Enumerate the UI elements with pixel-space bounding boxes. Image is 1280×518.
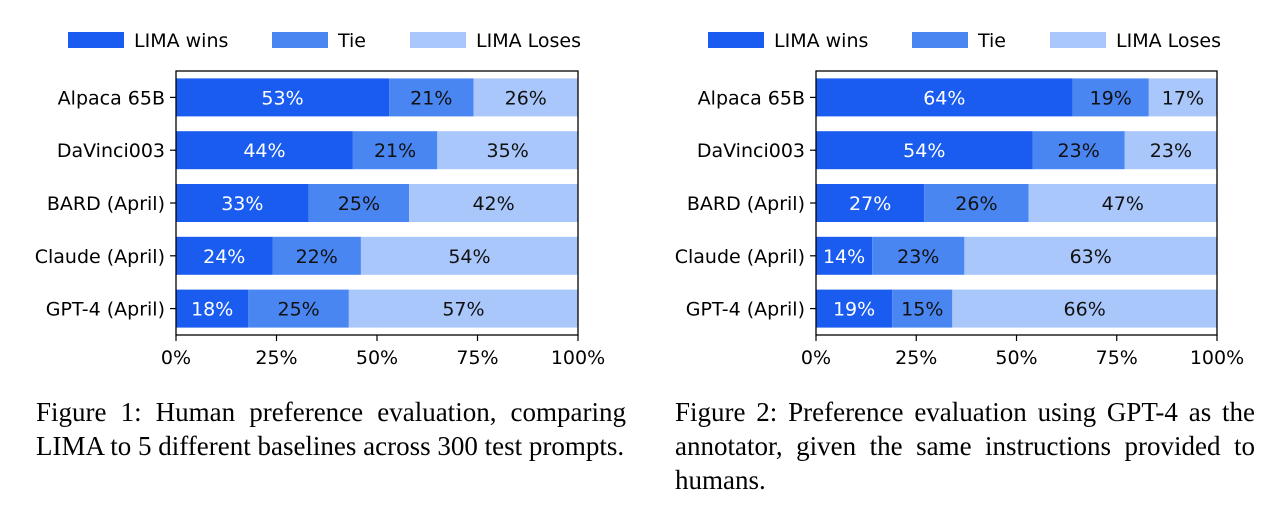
y-tick-label: BARD (April): [47, 193, 165, 215]
bar-label-loses-2: 42%: [472, 193, 514, 215]
x-tick-label: 25%: [255, 347, 297, 369]
y-tick-label: Claude (April): [35, 246, 165, 268]
x-tick-label: 75%: [1096, 347, 1138, 369]
bar-wins-3: [816, 236, 873, 275]
y-tick-label: Alpaca 65B: [698, 87, 805, 109]
bar-label-loses-1: 23%: [1150, 140, 1192, 162]
bar-wins-1: [176, 131, 353, 170]
bar-label-wins-1: 44%: [243, 140, 285, 162]
bar-label-tie-1: 23%: [1058, 140, 1100, 162]
bar-loses-4: [952, 289, 1217, 328]
bar-label-wins-3: 24%: [203, 246, 245, 268]
x-tick-label: 50%: [995, 347, 1037, 369]
bar-loses-0: [473, 78, 578, 117]
bar-tie-0: [389, 78, 474, 117]
x-tick-label: 75%: [456, 347, 498, 369]
legend-label-tie: Tie: [337, 30, 366, 52]
legend-swatch-loses: [410, 32, 466, 48]
bar-wins-4: [816, 289, 893, 328]
bar-tie-4: [248, 289, 349, 328]
bar-wins-1: [816, 131, 1033, 170]
bar-label-loses-3: 63%: [1070, 246, 1112, 268]
bar-label-loses-1: 35%: [487, 140, 529, 162]
bar-tie-1: [352, 131, 438, 170]
bar-label-loses-3: 54%: [448, 246, 490, 268]
y-tick-label: Alpaca 65B: [58, 87, 165, 109]
bar-label-tie-2: 25%: [338, 193, 380, 215]
bar-wins-2: [816, 184, 925, 222]
figure-2-caption: Figure 2: Preference evaluation using GP…: [675, 397, 1255, 495]
bar-wins-0: [816, 78, 1073, 117]
bar-wins-2: [176, 184, 309, 222]
legend-label-wins: LIMA wins: [774, 30, 868, 52]
charts-canvas: LIMA wins Tie LIMA Loses 53% 21% 26% Alpaca 65…: [35, 30, 1244, 369]
bar-loses-3: [964, 236, 1217, 275]
bar-label-tie-3: 23%: [897, 246, 939, 268]
bar-label-wins-4: 18%: [191, 299, 233, 321]
legend-label-loses: LIMA Loses: [476, 30, 581, 52]
y-tick-label: GPT-4 (April): [686, 299, 805, 321]
bar-tie-2: [308, 184, 410, 222]
bar-label-wins-0: 64%: [923, 87, 965, 109]
x-tick-label: 0%: [161, 347, 191, 369]
bar-loses-0: [1148, 78, 1217, 117]
y-tick-label: DaVinci003: [57, 140, 165, 162]
bar-tie-2: [924, 184, 1029, 222]
bar-label-tie-0: 19%: [1090, 87, 1132, 109]
bar-label-loses-0: 17%: [1162, 87, 1204, 109]
bar-loses-2: [1028, 184, 1217, 222]
bar-label-tie-4: 25%: [277, 299, 319, 321]
y-tick-label: GPT-4 (April): [46, 299, 165, 321]
bar-label-tie-3: 22%: [296, 246, 338, 268]
bar-wins-4: [176, 289, 249, 328]
bar-tie-3: [872, 236, 965, 275]
bar-label-wins-4: 19%: [833, 299, 875, 321]
legend-label-wins: LIMA wins: [134, 30, 228, 52]
legend-label-tie: Tie: [977, 30, 1006, 52]
legend-swatch-loses: [1050, 32, 1106, 48]
bar-label-wins-0: 53%: [261, 87, 303, 109]
x-tick-label: 50%: [356, 347, 398, 369]
bar-label-wins-1: 54%: [903, 140, 945, 162]
bar-loses-2: [409, 184, 578, 222]
bar-label-tie-2: 26%: [955, 193, 997, 215]
bar-tie-4: [892, 289, 953, 328]
y-tick-label: BARD (April): [687, 193, 805, 215]
chart-1: LIMA wins Tie LIMA Loses 53% 21% 26% Alpaca 65…: [35, 30, 605, 369]
legend-label-loses: LIMA Loses: [1116, 30, 1221, 52]
figure-1-caption: Figure 1: Human preference evaluation, c…: [36, 397, 626, 461]
x-tick-label: 25%: [895, 347, 937, 369]
x-tick-label: 0%: [801, 347, 831, 369]
bar-tie-0: [1072, 78, 1149, 117]
bar-loses-1: [437, 131, 578, 170]
legend-swatch-tie: [912, 32, 968, 48]
x-tick-label: 100%: [551, 347, 605, 369]
bar-label-tie-0: 21%: [410, 87, 452, 109]
y-tick-label: Claude (April): [675, 246, 805, 268]
bar-wins-0: [176, 78, 390, 117]
bar-label-loses-0: 26%: [505, 87, 547, 109]
chart-2: LIMA wins Tie LIMA Loses 64% 19% 17% Alpaca 65…: [675, 30, 1244, 369]
bar-loses-3: [360, 236, 578, 275]
bar-label-loses-4: 57%: [442, 299, 484, 321]
bar-label-tie-1: 21%: [374, 140, 416, 162]
bar-tie-1: [1032, 131, 1125, 170]
bar-label-wins-2: 27%: [849, 193, 891, 215]
bar-label-wins-3: 14%: [823, 246, 865, 268]
bar-label-tie-4: 15%: [901, 299, 943, 321]
bar-label-wins-2: 33%: [221, 193, 263, 215]
x-tick-label: 100%: [1190, 347, 1244, 369]
legend-swatch-wins: [68, 32, 124, 48]
bar-wins-3: [176, 236, 273, 275]
bar-tie-3: [272, 236, 361, 275]
y-tick-label: DaVinci003: [697, 140, 805, 162]
bar-loses-1: [1124, 131, 1217, 170]
bar-loses-4: [348, 289, 578, 328]
legend-swatch-tie: [272, 32, 328, 48]
bar-label-loses-2: 47%: [1102, 193, 1144, 215]
bar-label-loses-4: 66%: [1064, 299, 1106, 321]
legend-swatch-wins: [708, 32, 764, 48]
